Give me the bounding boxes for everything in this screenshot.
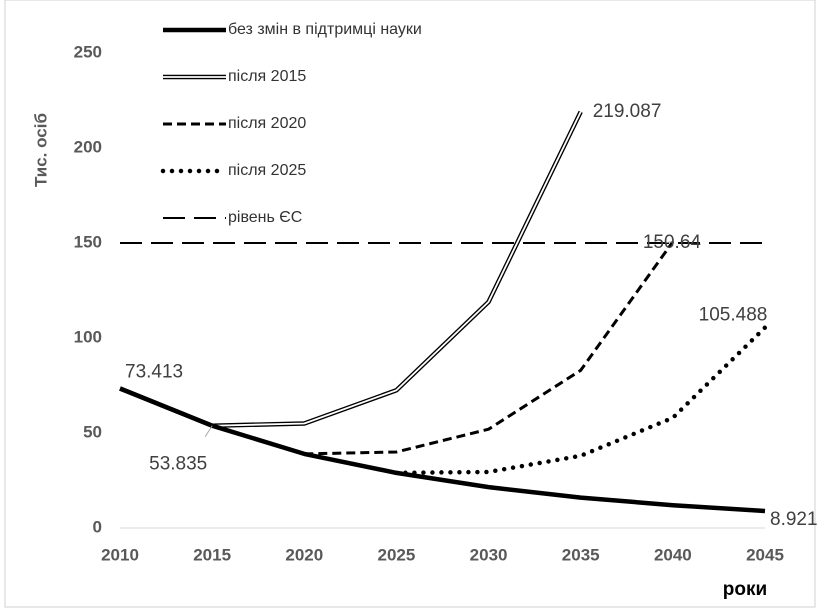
x-tick-label: 2030 xyxy=(470,545,508,564)
series-line xyxy=(394,325,768,476)
series-line xyxy=(119,386,766,514)
data-label: 8.921 xyxy=(770,509,818,530)
series-line xyxy=(304,240,675,456)
x-tick-label: 2025 xyxy=(378,545,416,564)
data-label: 219.087 xyxy=(593,101,662,122)
x-tick-label: 2035 xyxy=(562,545,600,564)
data-label: 105.488 xyxy=(699,305,768,326)
legend-label: рівень ЄС xyxy=(228,209,302,226)
y-tick-label: 0 xyxy=(93,517,102,536)
data-label: 150.64 xyxy=(643,232,702,253)
y-axis-label: Тис. осіб xyxy=(31,113,50,187)
legend-label: після 2020 xyxy=(228,115,306,132)
y-tick-label: 200 xyxy=(74,137,102,156)
label-leader xyxy=(204,425,213,437)
y-tick-label: 150 xyxy=(74,232,102,251)
x-tick-label: 2020 xyxy=(285,545,323,564)
legend-label: після 2025 xyxy=(228,162,306,179)
y-tick-label: 250 xyxy=(74,42,102,61)
y-tick-label: 50 xyxy=(83,422,102,441)
x-tick-label: 2045 xyxy=(746,545,784,564)
series-line-inner xyxy=(119,111,582,427)
series-line xyxy=(119,110,583,428)
x-tick-label: 2010 xyxy=(101,545,139,564)
chart-frame xyxy=(4,0,816,608)
x-tick-label: 2040 xyxy=(654,545,692,564)
legend-label: без змін в підтримці науки xyxy=(228,21,422,38)
data-label: 73.413 xyxy=(125,362,183,383)
x-tick-label: 2015 xyxy=(193,545,231,564)
data-label: 53.835 xyxy=(149,454,207,475)
label-leader xyxy=(664,241,673,244)
legend-label: після 2015 xyxy=(228,68,306,85)
y-tick-label: 100 xyxy=(74,327,102,346)
x-axis-label: роки xyxy=(723,579,767,600)
